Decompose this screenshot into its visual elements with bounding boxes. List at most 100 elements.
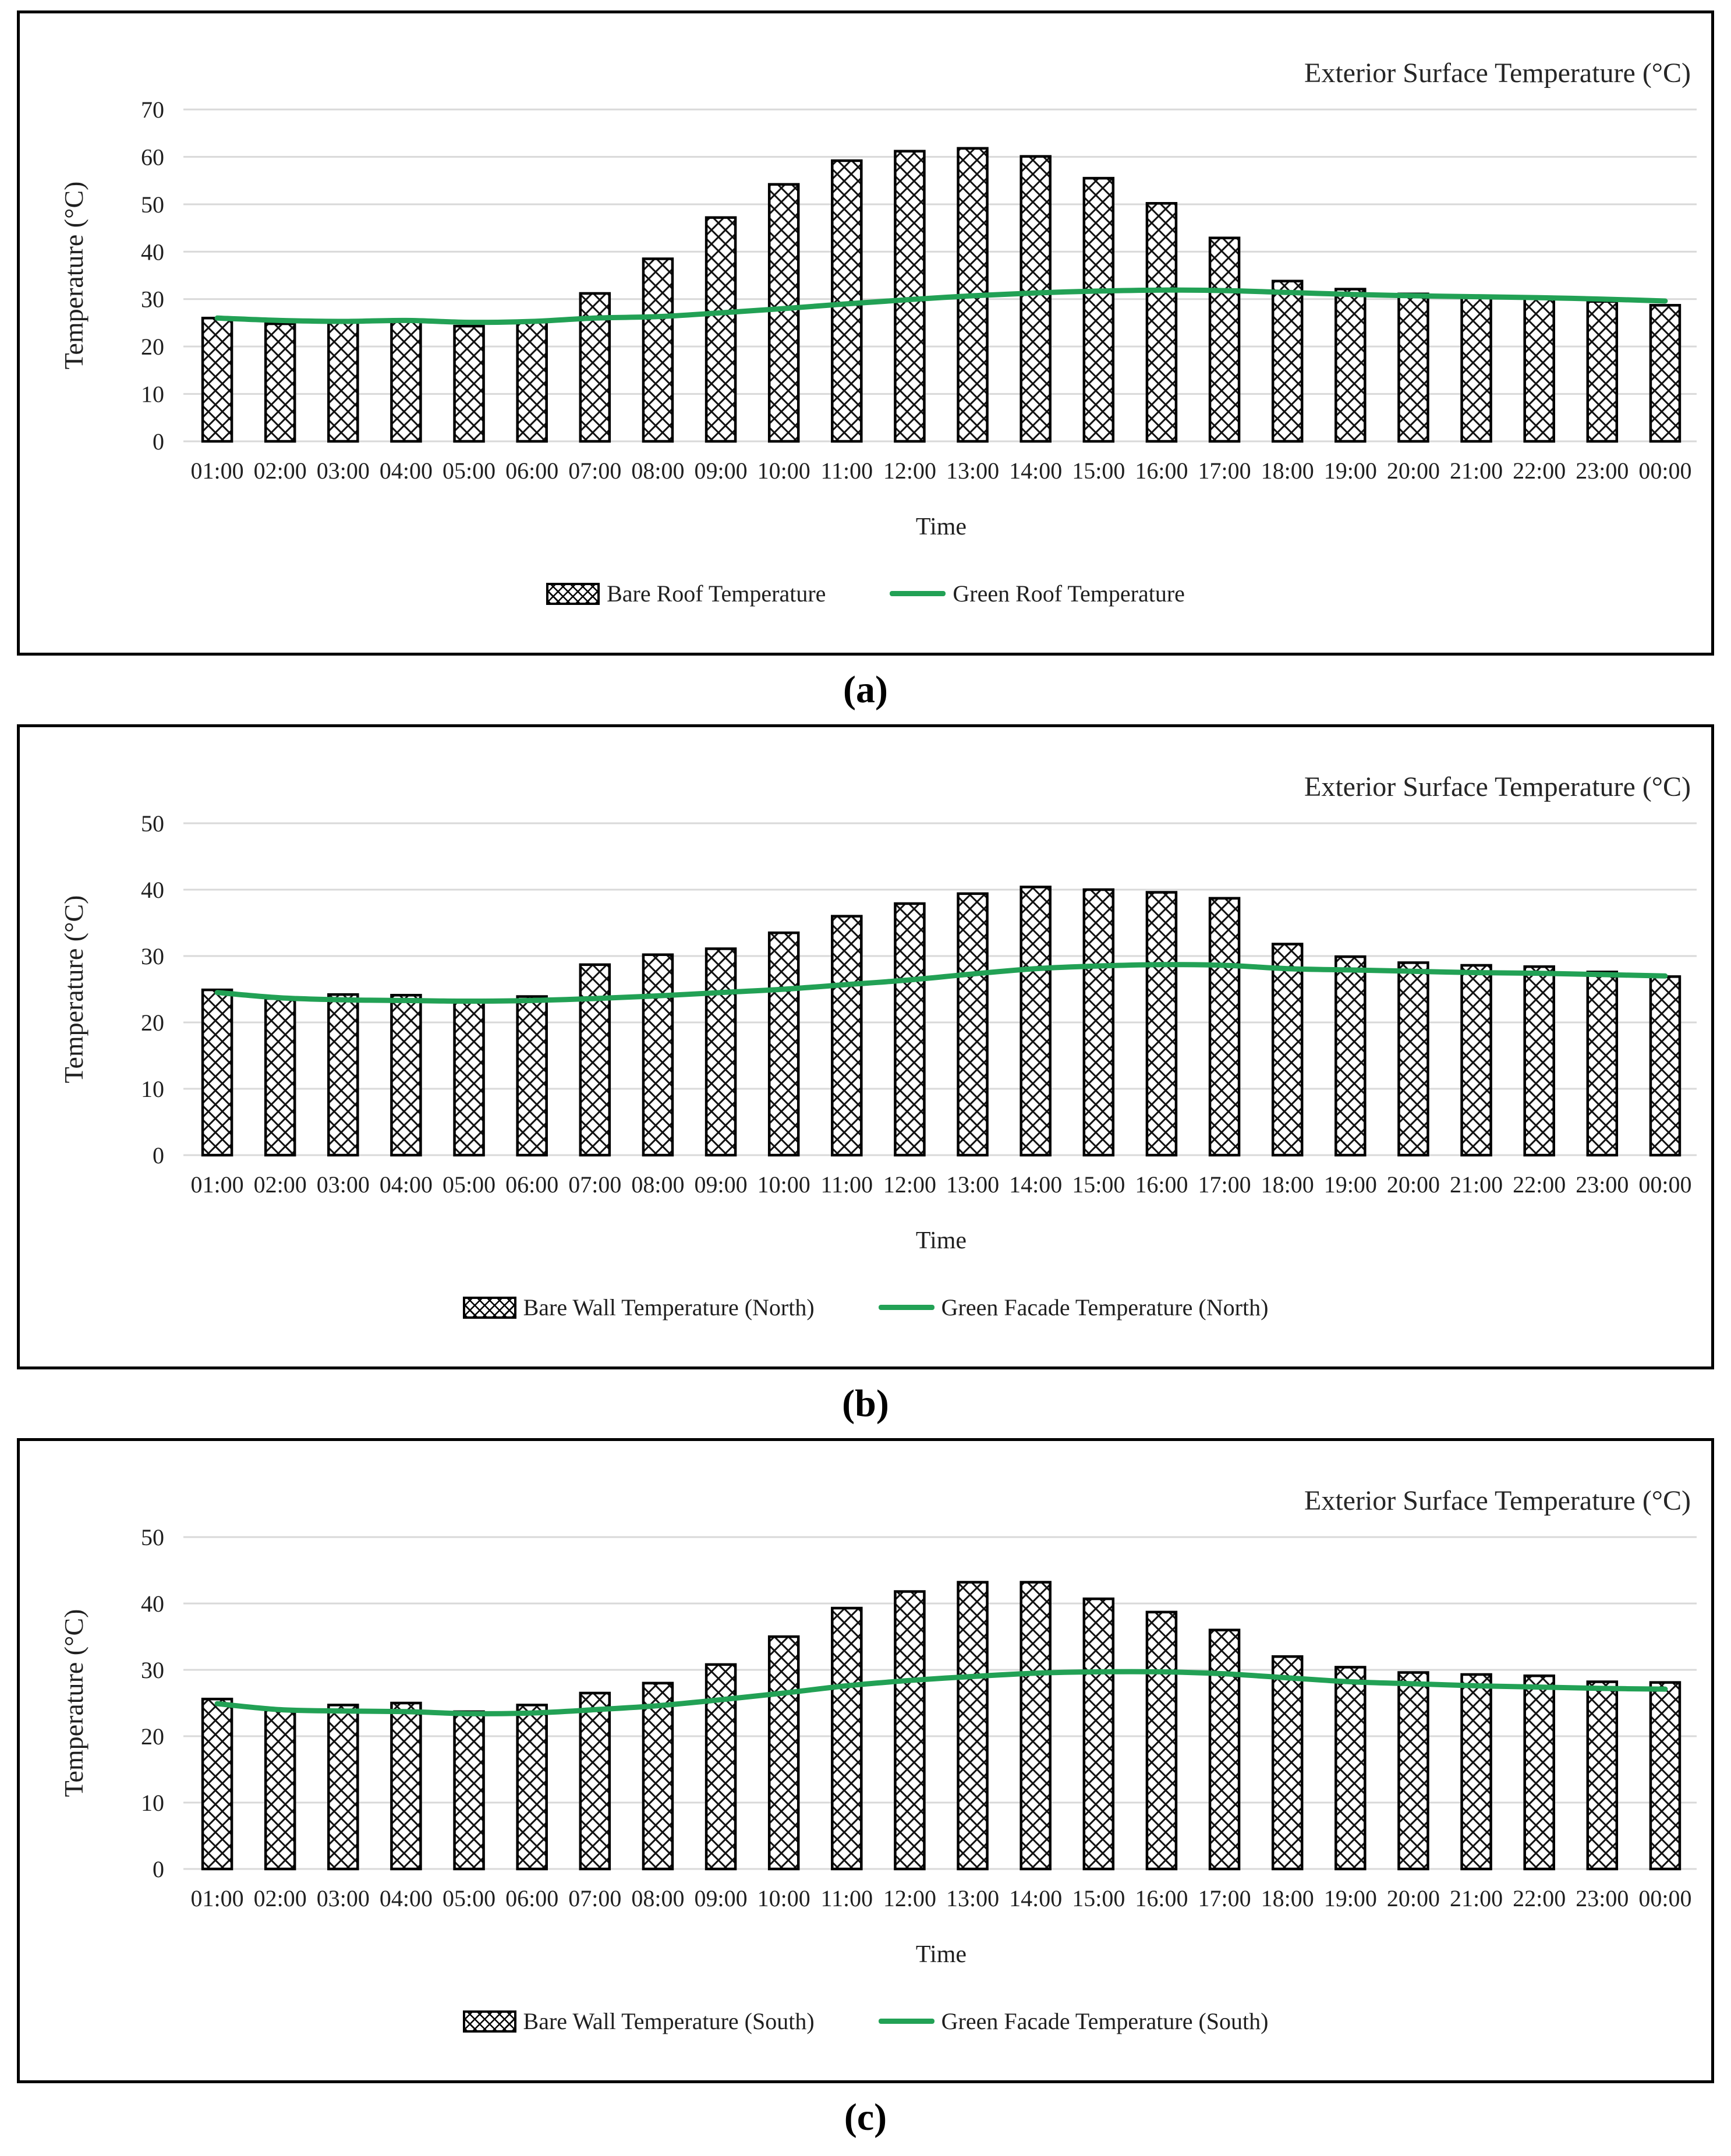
bar-01:00 xyxy=(201,1697,233,1871)
x-tick-label: 00:00 xyxy=(1638,458,1691,484)
x-tick-label: 11:00 xyxy=(820,1885,873,1911)
bar-23:00 xyxy=(1586,300,1619,443)
x-tick-label: 05:00 xyxy=(443,1885,495,1911)
x-tick-label: 02:00 xyxy=(254,458,307,484)
bar-10:00 xyxy=(767,183,800,443)
x-tick-label: 06:00 xyxy=(505,1171,558,1198)
x-tick-label: 00:00 xyxy=(1638,1171,1691,1198)
y-tick-label: 20 xyxy=(141,334,164,360)
bar-18:00 xyxy=(1271,279,1304,443)
x-tick-label: 01:00 xyxy=(191,1171,244,1198)
x-tick-label: 16:00 xyxy=(1135,458,1188,484)
y-tick-label: 70 xyxy=(141,97,164,123)
x-tick-label: 07:00 xyxy=(568,1171,621,1198)
bar-12:00 xyxy=(894,902,926,1157)
bar-05:00 xyxy=(453,998,485,1157)
x-tick-label: 15:00 xyxy=(1072,1885,1125,1911)
bar-13:00 xyxy=(957,892,989,1157)
x-tick-label: 08:00 xyxy=(631,1171,684,1198)
x-tick-label: 12:00 xyxy=(883,1171,936,1198)
y-tick-label: 40 xyxy=(141,877,164,903)
x-tick-label: 08:00 xyxy=(631,458,684,484)
bar-17:00 xyxy=(1208,897,1241,1157)
x-tick-label: 22:00 xyxy=(1513,1171,1566,1198)
bar-15:00 xyxy=(1082,1597,1115,1871)
bar-09:00 xyxy=(705,947,737,1157)
bar-03:00 xyxy=(327,1704,359,1871)
line-swatch xyxy=(890,591,946,596)
x-axis-title: Time xyxy=(916,1941,967,1968)
legend-item: Green Facade Temperature (North) xyxy=(878,1294,1269,1321)
x-tick-label: 16:00 xyxy=(1135,1171,1188,1198)
bar-09:00 xyxy=(705,1663,737,1871)
legend-label: Green Facade Temperature (South) xyxy=(941,2008,1269,2034)
x-axis-title: Time xyxy=(916,514,967,540)
legend-item: Green Roof Temperature xyxy=(890,580,1185,607)
x-tick-label: 20:00 xyxy=(1387,1171,1440,1198)
chart-title: Exterior Surface Temperature (°C) xyxy=(1304,1485,1691,1516)
chart-a-svg: Exterior Surface Temperature (°C) 0 10 20 30… xyxy=(59,58,1697,540)
bar-20:00 xyxy=(1397,1671,1429,1871)
x-tick-label: 13:00 xyxy=(946,458,999,484)
bar-22:00 xyxy=(1523,965,1555,1157)
x-tick-label: 21:00 xyxy=(1450,458,1503,484)
bar-19:00 xyxy=(1334,955,1367,1157)
legend-item: Bare Wall Temperature (North) xyxy=(462,1294,815,1321)
x-tick-label: 10:00 xyxy=(757,1885,810,1911)
bar-01:00 xyxy=(201,317,233,443)
x-tick-label: 07:00 xyxy=(568,1885,621,1911)
x-tick-label: 21:00 xyxy=(1450,1171,1503,1198)
bar-07:00 xyxy=(579,1691,611,1871)
legend-label: Bare Wall Temperature (South) xyxy=(523,2008,815,2034)
y-tick-label: 40 xyxy=(141,1591,164,1617)
x-tick-label: 19:00 xyxy=(1324,458,1377,484)
bar-07:00 xyxy=(579,963,611,1157)
x-tick-label: 04:00 xyxy=(380,458,433,484)
x-tick-label: 17:00 xyxy=(1198,1171,1251,1198)
legend-label: Green Roof Temperature xyxy=(953,580,1185,607)
bar-00:00 xyxy=(1649,975,1682,1157)
bar-10:00 xyxy=(767,931,800,1157)
bar-13:00 xyxy=(957,1581,989,1871)
chart-panel-c: Exterior Surface Temperature (°C) 0 10 20 30… xyxy=(17,1438,1714,2083)
y-axis-title: Temperature (°C) xyxy=(59,895,89,1084)
chart-title: Exterior Surface Temperature (°C) xyxy=(1304,58,1691,88)
x-tick-label: 06:00 xyxy=(505,458,558,484)
bar-02:00 xyxy=(264,997,296,1157)
x-tick-label: 15:00 xyxy=(1072,458,1125,484)
x-tick-label: 02:00 xyxy=(254,1885,307,1911)
x-tick-label: 00:00 xyxy=(1638,1885,1691,1911)
y-tick-label: 10 xyxy=(141,1076,164,1102)
y-tick-label: 50 xyxy=(141,192,164,218)
bar-21:00 xyxy=(1460,294,1492,443)
bar-04:00 xyxy=(390,319,422,443)
y-tick-label: 10 xyxy=(141,381,164,408)
x-tick-label: 09:00 xyxy=(695,1885,748,1911)
bar-23:00 xyxy=(1586,971,1619,1157)
x-tick-label: 20:00 xyxy=(1387,1885,1440,1911)
bar-09:00 xyxy=(705,216,737,443)
bar-08:00 xyxy=(642,953,674,1157)
bar-03:00 xyxy=(327,993,359,1157)
legend-item: Green Facade Temperature (South) xyxy=(878,2008,1269,2035)
y-axis-title: Temperature (°C) xyxy=(59,1609,89,1797)
x-tick-label: 22:00 xyxy=(1513,1885,1566,1911)
bar-14:00 xyxy=(1020,155,1052,443)
bar-12:00 xyxy=(894,1590,926,1871)
x-axis-title: Time xyxy=(916,1227,967,1254)
x-tick-label: 05:00 xyxy=(443,458,495,484)
y-tick-label: 20 xyxy=(141,1723,164,1750)
line-swatch xyxy=(878,2019,934,2024)
y-tick-label: 40 xyxy=(141,239,164,265)
bar-06:00 xyxy=(516,1704,548,1871)
x-tick-label: 18:00 xyxy=(1261,458,1314,484)
y-tick-label: 30 xyxy=(141,1657,164,1683)
y-tick-label: 0 xyxy=(153,1142,164,1169)
line-swatch xyxy=(878,1305,934,1310)
bar-21:00 xyxy=(1460,1673,1492,1871)
y-tick-label: 60 xyxy=(141,144,164,170)
legend-label: Green Facade Temperature (North) xyxy=(941,1294,1269,1320)
y-tick-label: 30 xyxy=(141,943,164,969)
bar-18:00 xyxy=(1271,1655,1304,1871)
